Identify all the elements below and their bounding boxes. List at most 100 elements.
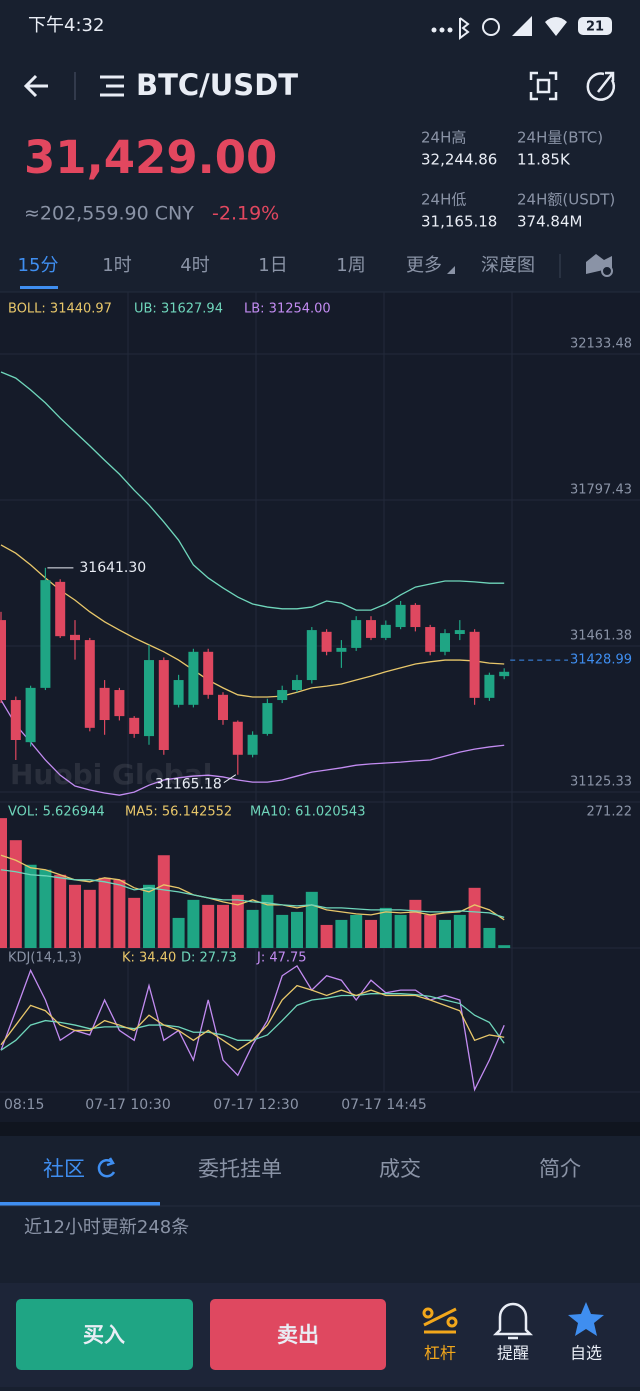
boll-lower bbox=[0, 699, 505, 796]
chart-settings[interactable] bbox=[586, 254, 613, 277]
update-note: 近12小时更新248条 bbox=[24, 1217, 189, 1238]
stat-value: 32,244.86 bbox=[421, 151, 497, 169]
candle-body bbox=[144, 660, 154, 737]
y-tick-label: 32133.48 bbox=[570, 337, 632, 352]
candle-body bbox=[40, 580, 51, 688]
boll-mid bbox=[0, 544, 505, 698]
candle-body bbox=[173, 680, 184, 705]
indicator-label: KDJ(14,1,3) bbox=[8, 951, 82, 966]
time-label: 07-17 14:45 bbox=[341, 1097, 426, 1113]
share-button[interactable] bbox=[586, 71, 616, 101]
volume-bar bbox=[231, 894, 244, 948]
volume-bar bbox=[261, 894, 274, 948]
y-tick-label: 31125.33 bbox=[570, 774, 632, 789]
last-price-label: 31428.99 bbox=[570, 653, 632, 668]
price-change: -2.19% bbox=[212, 203, 279, 225]
interval-tab[interactable]: 1日 bbox=[258, 255, 287, 276]
low-pointer bbox=[223, 774, 237, 784]
interval-tab[interactable]: 深度图 bbox=[481, 255, 535, 276]
alert-icon[interactable] bbox=[492, 1302, 534, 1340]
spacer bbox=[0, 1122, 640, 1136]
volume-ma10 bbox=[0, 869, 505, 919]
volume-bar bbox=[335, 919, 348, 948]
stat-label: 24H高 bbox=[421, 129, 466, 147]
buy-label[interactable]: 买入 bbox=[83, 1323, 125, 1347]
stat-value: 374.84M bbox=[517, 213, 582, 231]
nav-label[interactable]: 自选 bbox=[570, 1344, 602, 1363]
pair-title[interactable]: BTC/USDT bbox=[136, 68, 298, 102]
candle-body bbox=[247, 734, 258, 755]
nav-label[interactable]: 杠杆 bbox=[424, 1344, 456, 1363]
indicator-label: D: 27.73 bbox=[181, 951, 237, 966]
indicator-label: LB: 31254.00 bbox=[244, 302, 331, 317]
candle-body bbox=[321, 631, 332, 652]
sell-label[interactable]: 卖出 bbox=[277, 1323, 319, 1347]
volume-bar bbox=[379, 907, 392, 948]
volume-bar bbox=[54, 874, 67, 948]
candle-body bbox=[114, 690, 125, 717]
nav-label[interactable]: 提醒 bbox=[497, 1344, 529, 1363]
info-tab[interactable]: 委托挂单 bbox=[198, 1157, 282, 1181]
volume-bar bbox=[424, 914, 437, 948]
favorite-icon[interactable] bbox=[568, 1302, 604, 1336]
status-time: 下午4:32 bbox=[28, 15, 104, 36]
scan-button[interactable] bbox=[529, 71, 558, 101]
candle-body bbox=[218, 694, 228, 721]
volume-bar bbox=[172, 917, 185, 948]
stat-label: 24H额(USDT) bbox=[517, 191, 615, 209]
boll-upper bbox=[0, 371, 505, 611]
buy-button[interactable] bbox=[16, 1299, 193, 1370]
info-tab[interactable]: 简介 bbox=[539, 1157, 581, 1181]
leverage-icon[interactable] bbox=[422, 1307, 458, 1334]
volume-bar bbox=[320, 924, 333, 948]
interval-tab[interactable]: 1时 bbox=[102, 255, 131, 276]
candle-body bbox=[232, 721, 243, 755]
watermark: Huobi Global bbox=[10, 758, 212, 791]
candle-body bbox=[440, 633, 450, 652]
high-label: 31641.30 bbox=[79, 560, 146, 576]
volume-bar bbox=[246, 909, 259, 948]
interval-indicator bbox=[20, 286, 58, 289]
interval-tab[interactable]: 更多 bbox=[406, 255, 442, 276]
y-tick-label: 31797.43 bbox=[570, 483, 632, 498]
volume-bar bbox=[9, 840, 22, 948]
y-tick-label: 271.22 bbox=[587, 805, 633, 820]
stat-value: 31,165.18 bbox=[421, 213, 497, 231]
refresh-icon[interactable] bbox=[97, 1157, 116, 1178]
kdj-j bbox=[0, 964, 505, 1092]
candle-body bbox=[203, 651, 214, 695]
candle-body bbox=[499, 671, 510, 677]
back-button[interactable] bbox=[23, 74, 48, 98]
info-tab[interactable]: 成交 bbox=[379, 1157, 421, 1181]
kline-chart: 32133.48 31797.43 31461.38 31125.33 Huobi Gl… bbox=[0, 302, 640, 1092]
indicator-label: BOLL: 31440.97 bbox=[8, 302, 112, 317]
volume-bar bbox=[83, 889, 96, 948]
candle-body bbox=[366, 620, 376, 638]
sell-button[interactable] bbox=[210, 1299, 386, 1370]
volume-bar bbox=[217, 904, 229, 948]
interval-tab[interactable]: 15分 bbox=[18, 255, 59, 276]
volume-bar bbox=[498, 945, 511, 948]
volume-bar bbox=[98, 877, 111, 948]
volume-bar bbox=[128, 897, 141, 948]
candle-body bbox=[425, 627, 436, 652]
candle-body bbox=[0, 620, 6, 701]
candle-body bbox=[129, 717, 140, 734]
stat-label: 24H低 bbox=[421, 191, 466, 209]
indicator-label: UB: 31627.94 bbox=[134, 302, 223, 317]
candle-body bbox=[351, 620, 362, 648]
last-price: 31,429.00 bbox=[24, 131, 277, 184]
indicator-label: VOL: 5.626944 bbox=[8, 805, 105, 820]
volume-bar bbox=[202, 904, 215, 948]
status-icons bbox=[431, 16, 612, 40]
volume-bar bbox=[291, 911, 303, 948]
interval-tab[interactable]: 1周 bbox=[336, 255, 365, 276]
volume-bar bbox=[468, 887, 481, 948]
info-tab[interactable]: 社区 bbox=[43, 1157, 85, 1181]
volume-bar bbox=[305, 891, 318, 948]
volume-bar bbox=[0, 818, 7, 948]
volume-bar bbox=[453, 914, 466, 948]
menu-button[interactable] bbox=[100, 75, 124, 97]
interval-tab[interactable]: 4时 bbox=[180, 255, 209, 276]
time-label: 07-17 10:30 bbox=[85, 1097, 170, 1113]
